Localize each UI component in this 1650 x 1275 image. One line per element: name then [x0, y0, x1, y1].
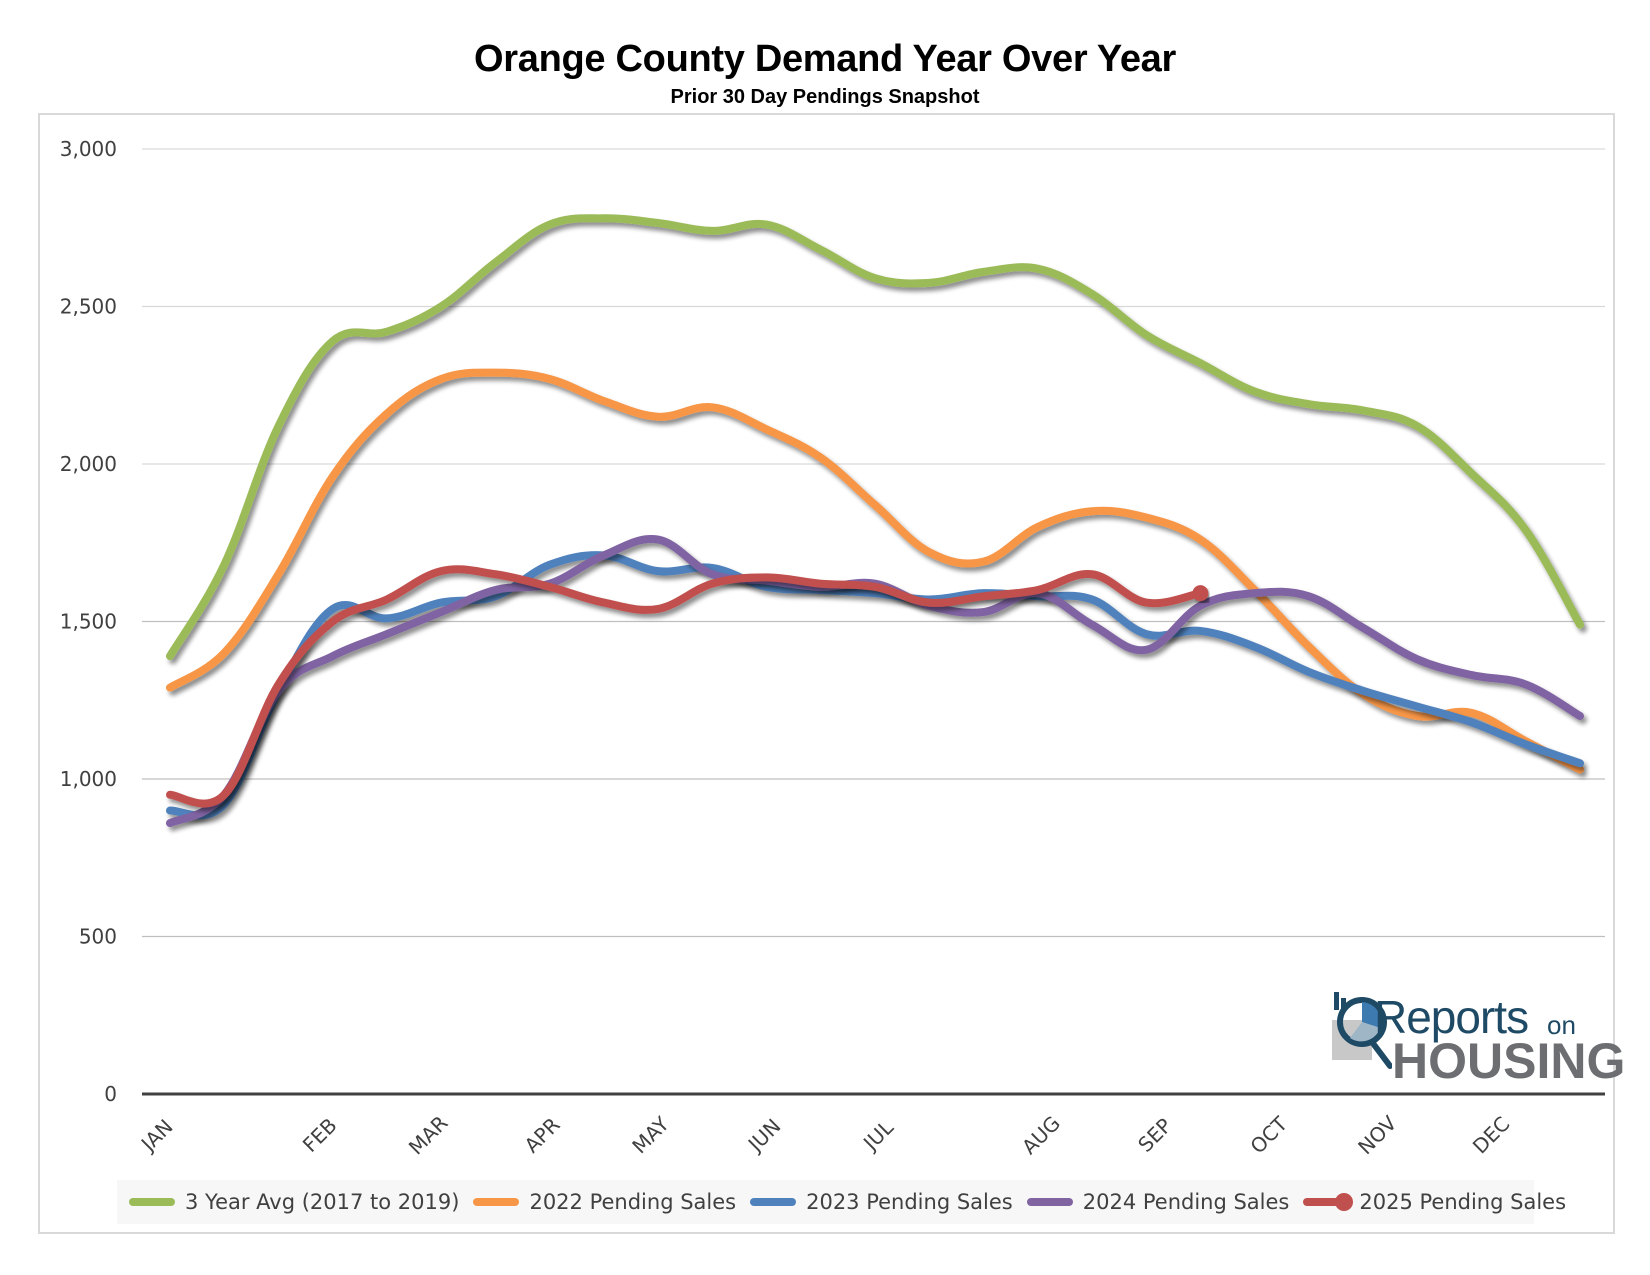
legend-item: 2025 Pending Sales: [1303, 1190, 1566, 1214]
x-tick-label: NOV: [1353, 1111, 1401, 1159]
x-tick-label: MAR: [404, 1111, 453, 1160]
x-tick-label: MAY: [627, 1111, 674, 1158]
legend-swatch: [129, 1198, 175, 1206]
y-tick-label: 0: [104, 1082, 117, 1106]
legend-item: 2022 Pending Sales: [473, 1190, 736, 1214]
x-tick-label: JUL: [857, 1115, 898, 1156]
series-line-5: [166, 565, 1205, 808]
series-line-2: [166, 368, 1584, 774]
x-tick-label: AUG: [1017, 1111, 1065, 1159]
logo-housing-text: HOUSING: [1392, 1033, 1626, 1089]
x-tick-label: JAN: [135, 1114, 178, 1157]
x-tick-label: OCT: [1245, 1111, 1292, 1158]
legend-item: 2023 Pending Sales: [750, 1190, 1013, 1214]
chart-subtitle: Prior 30 Day Pendings Snapshot: [670, 86, 980, 108]
y-tick-label: 3,000: [60, 137, 117, 161]
x-tick-label: JUN: [742, 1114, 785, 1157]
x-tick-label: SEP: [1133, 1113, 1176, 1156]
legend-label: 2022 Pending Sales: [529, 1190, 737, 1214]
legend-swatch: [750, 1198, 797, 1206]
legend-label: 2023 Pending Sales: [806, 1190, 1013, 1214]
series-line-4: [166, 534, 1584, 828]
magnifier-chart-icon: [1332, 992, 1392, 1069]
chart-title: Orange County Demand Year Over Year: [474, 38, 1176, 80]
y-tick-label: 1,500: [60, 610, 117, 634]
legend-marker: [1335, 1193, 1354, 1211]
y-tick-label: 1,000: [60, 767, 117, 791]
legend-swatch: [1026, 1198, 1073, 1206]
y-tick-label: 2,000: [60, 452, 117, 476]
logo-reports-text: Reports: [1374, 991, 1529, 1043]
y-tick-label: 500: [79, 925, 117, 949]
series-line-3: [166, 551, 1584, 820]
x-tick-label: APR: [520, 1112, 565, 1157]
legend-label: 3 Year Avg (2017 to 2019): [185, 1190, 460, 1214]
x-tick-label: DEC: [1468, 1112, 1515, 1159]
reports-on-housing-logo: Reports on HOUSING: [1332, 990, 1625, 1090]
chart-legend: 3 Year Avg (2017 to 2019) 2022 Pending Sa…: [117, 1180, 1566, 1224]
logo-on-text: on: [1547, 1010, 1576, 1040]
legend-item: 2024 Pending Sales: [1026, 1190, 1290, 1214]
legend-swatch: [1303, 1193, 1354, 1211]
y-tick-label: 2,500: [60, 295, 117, 319]
x-tick-label: FEB: [298, 1113, 342, 1157]
legend-label: 2024 Pending Sales: [1082, 1190, 1290, 1214]
legend-item: 3 Year Avg (2017 to 2019): [129, 1190, 459, 1214]
series-end-marker: [1192, 585, 1209, 602]
legend-label: 2025 Pending Sales: [1359, 1190, 1567, 1214]
series-line-1: [166, 214, 1584, 661]
legend-swatch: [473, 1198, 520, 1206]
